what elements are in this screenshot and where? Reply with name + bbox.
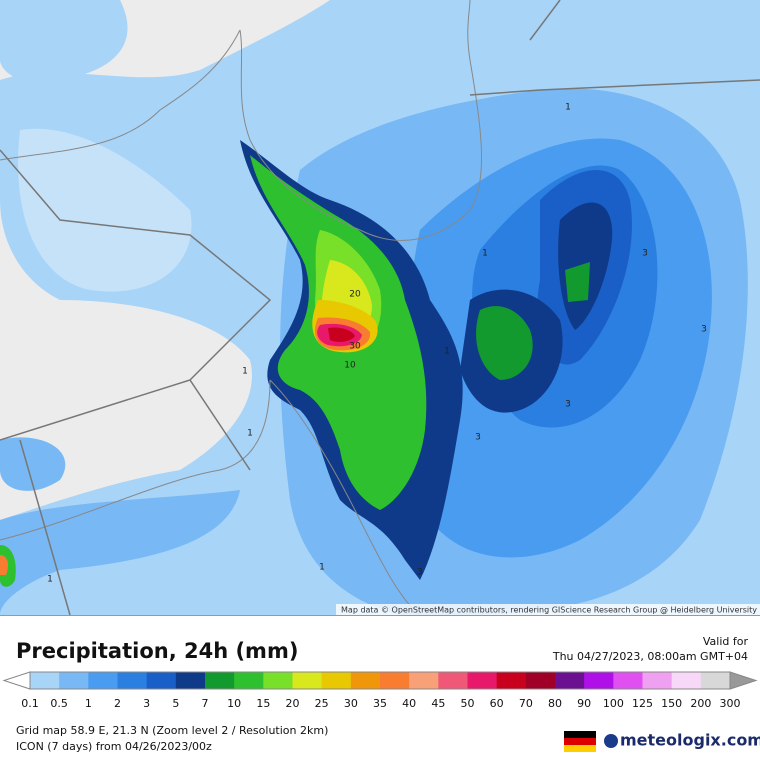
legend-swatch (555, 672, 585, 689)
legend-swatch (117, 672, 148, 689)
legend-label: 2 (114, 697, 121, 710)
legend-swatch (88, 672, 118, 689)
legend-label: 60 (490, 697, 504, 710)
legend-swatch (321, 672, 352, 689)
contour-label: 3 (701, 325, 707, 335)
coastline (239, 0, 482, 241)
legend-swatch (671, 672, 702, 689)
model-info: ICON (7 days) from 04/26/2023/00z (16, 740, 212, 753)
coastline (269, 379, 421, 616)
legend-label: 150 (661, 697, 682, 710)
contour-label: 10 (344, 361, 356, 371)
logo[interactable]: meteologix.com (620, 731, 760, 750)
legend-label: 80 (548, 697, 562, 710)
legend-label: 50 (461, 697, 475, 710)
legend-swatch (409, 672, 439, 689)
legend-swatch (30, 672, 60, 689)
legend-label: 100 (603, 697, 624, 710)
legend-swatch (59, 672, 89, 689)
legend-label: 25 (315, 697, 329, 710)
legend-swatch (350, 672, 381, 689)
legend-swatch (292, 672, 323, 689)
legend-swatch (263, 672, 293, 689)
legend-swatch (613, 672, 643, 689)
attribution-box (336, 604, 760, 615)
legend-label: 0.5 (50, 697, 68, 710)
contour-label: 1 (247, 429, 253, 439)
title: Precipitation, 24h (mm) (16, 639, 298, 663)
contour-label: 1 (482, 249, 488, 259)
precip-area (476, 306, 533, 380)
legend-swatch (146, 672, 177, 689)
legend-swatch (205, 672, 235, 689)
legend-label: 125 (632, 697, 653, 710)
legend-label: 1 (85, 697, 92, 710)
legend-arrow-low (2, 671, 31, 690)
grid-info: Grid map 58.9 E, 21.3 N (Zoom level 2 / … (16, 724, 328, 737)
legend-label: 300 (720, 697, 741, 710)
attribution: Map data © OpenStreetMap contributors, r… (341, 606, 757, 615)
contour-label: 3 (642, 249, 648, 259)
precip-area (18, 128, 192, 292)
legend-label: 30 (344, 697, 358, 710)
contour-label: 3 (417, 568, 423, 578)
flag (564, 731, 596, 752)
legend-arrow-high (729, 671, 758, 690)
contour-label: 30 (349, 342, 361, 352)
precip-area (0, 555, 8, 575)
legend-label: 45 (431, 697, 445, 710)
precip-area (565, 262, 590, 302)
contour-label: 1 (47, 575, 53, 585)
legend-frame (29, 671, 731, 690)
valid-label: Valid for (703, 635, 749, 648)
legend-label: 0.1 (21, 697, 39, 710)
contour-label: 1 (242, 367, 248, 377)
contour-label: 3 (565, 400, 571, 410)
legend-label: 15 (256, 697, 270, 710)
legend-swatch (234, 672, 264, 689)
legend-label: 7 (202, 697, 209, 710)
contour-label: 1 (444, 347, 450, 357)
legend-swatch (496, 672, 527, 689)
valid-time: Thu 04/27/2023, 08:00am GMT+04 (552, 650, 748, 663)
legend-label: 5 (172, 697, 179, 710)
legend: 0.1 0.5 1 2 3 5 7 10 15 20 25 30 35 40 45 50 60 70 80 90 100… (2, 671, 758, 710)
contour-label: 1 (319, 563, 325, 573)
legend-label: 40 (402, 697, 416, 710)
contour-label: 20 (349, 290, 361, 300)
legend-swatch (700, 672, 731, 689)
precip-area (0, 437, 240, 615)
legend-label: 200 (690, 697, 711, 710)
border (0, 0, 760, 616)
contour-label: 3 (475, 433, 481, 443)
legend-swatch (525, 672, 556, 689)
precip-area (0, 0, 128, 83)
legend-label: 10 (227, 697, 241, 710)
legend-label: 35 (373, 697, 387, 710)
legend-swatch (438, 672, 468, 689)
contour-labels: 1 1 1 1 1 1 1 3 3 3 3 3 10 20 30 (47, 103, 707, 585)
legend-swatch (584, 672, 614, 689)
legend-label: 3 (143, 697, 150, 710)
legend-swatch (642, 672, 673, 689)
legend-label: 20 (286, 697, 300, 710)
legend-swatch (467, 672, 498, 689)
coastline (0, 29, 241, 161)
legend-swatch (380, 672, 410, 689)
legend-label: 70 (519, 697, 533, 710)
map: Map data © OpenStreetMap contributors, r… (0, 0, 760, 616)
coastline (0, 379, 271, 541)
legend-label: 90 (577, 697, 591, 710)
contour-label: 1 (565, 103, 571, 113)
legend-swatch (175, 672, 206, 689)
logo-icon (604, 734, 618, 748)
precip-area (328, 327, 355, 342)
